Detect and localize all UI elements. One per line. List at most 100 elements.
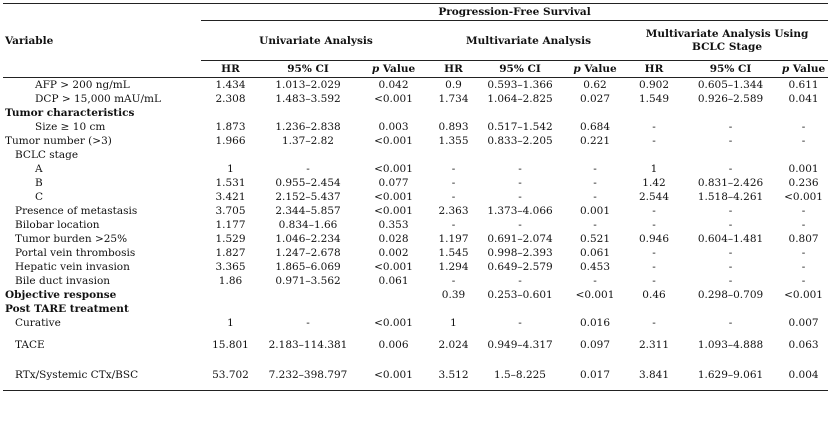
ci-cell: 1.373–4.066 bbox=[487, 204, 553, 217]
ci-cell: - bbox=[518, 176, 522, 189]
hr-cell bbox=[201, 302, 260, 316]
ci-cell: 1.236–2.838 bbox=[275, 120, 341, 133]
row-label: AFP > 200 ng/mL bbox=[35, 78, 130, 91]
ci-cell: - bbox=[728, 218, 733, 231]
p-value-cell bbox=[564, 148, 626, 162]
table-row: Curative 1 - <0.001 1 - 0.016 - - 0.007 bbox=[3, 316, 828, 330]
hr-cell: - bbox=[451, 274, 456, 287]
hr-cell: - bbox=[451, 218, 456, 231]
row-label: DCP > 15,000 mAU/mL bbox=[35, 92, 161, 105]
ci-cell: 0.605–1.344 bbox=[697, 78, 764, 91]
ci-cell: 0.691–2.074 bbox=[487, 232, 553, 245]
ci-cell bbox=[476, 106, 564, 120]
p-value-cell: <0.001 bbox=[374, 162, 413, 175]
p-value-cell: 0.521 bbox=[579, 232, 611, 245]
p-value-cell bbox=[356, 302, 431, 316]
ci-cell: - bbox=[728, 162, 733, 175]
univariate-heading: Univariate Analysis bbox=[201, 20, 431, 61]
p-value-cell: <0.001 bbox=[575, 288, 615, 301]
table-row: B 1.531 0.955–2.454 0.077 - - - 1.42 0.831–2.426… bbox=[3, 176, 828, 190]
p-value-cell: - bbox=[593, 274, 597, 287]
hr-cell: - bbox=[451, 190, 456, 203]
p-value-cell: - bbox=[593, 190, 597, 203]
hr-cell: 2.544 bbox=[638, 190, 670, 203]
p-value-cell: 0.236 bbox=[788, 176, 819, 189]
p-value-cell: 0.221 bbox=[579, 134, 611, 147]
row-label: RTx/Systemic CTx/BSC bbox=[3, 359, 201, 391]
ci-cell: - bbox=[518, 316, 522, 329]
p-value-cell: 0.353 bbox=[378, 218, 409, 231]
hr-cell: 2.024 bbox=[438, 338, 469, 351]
ci-cell: 2.344–5.857 bbox=[275, 204, 341, 217]
col-p: p Value bbox=[779, 60, 829, 78]
table-row: Bile duct invasion 1.86 0.971–3.562 0.061 - -… bbox=[3, 274, 828, 288]
hr-cell: 1.966 bbox=[215, 134, 246, 147]
hr-cell: 1.531 bbox=[215, 176, 246, 189]
ci-cell bbox=[682, 148, 779, 162]
hr-cell bbox=[431, 106, 476, 120]
p-value-cell bbox=[356, 106, 431, 120]
p-value-cell: 0.001 bbox=[788, 162, 819, 175]
p-value-cell: - bbox=[801, 120, 806, 133]
hr-cell: 3.841 bbox=[626, 359, 682, 391]
row-label: B bbox=[35, 176, 43, 189]
p-value-cell: - bbox=[801, 246, 806, 259]
p-value-cell: 0.004 bbox=[779, 359, 829, 391]
ci-cell bbox=[260, 302, 356, 316]
p-value-cell: 0.017 bbox=[564, 359, 626, 391]
p-value-cell: 0.028 bbox=[378, 232, 409, 245]
hr-cell: 0.46 bbox=[642, 288, 666, 301]
header-row-cols: HR 95% CI p Value HR 95% CI p Value HR 9… bbox=[3, 60, 829, 78]
row-label: Tumor burden >25% bbox=[15, 232, 128, 245]
header-row-groups: Variable Univariate Analysis Multivariat… bbox=[3, 20, 829, 61]
hr-cell: - bbox=[652, 260, 656, 273]
table-row: Tumor characteristics bbox=[3, 106, 828, 120]
p-value-cell: 0.007 bbox=[788, 316, 819, 329]
p-value-cell: <0.001 bbox=[356, 359, 431, 391]
ci-cell: 0.971–3.562 bbox=[275, 274, 341, 287]
hr-cell: 0.9 bbox=[445, 78, 462, 91]
col-p: p Value bbox=[356, 60, 431, 78]
ci-cell: 0.949–4.317 bbox=[487, 338, 553, 351]
ci-cell: 0.833–2.205 bbox=[487, 134, 553, 147]
ci-cell: 1.37–2.82 bbox=[281, 134, 334, 147]
p-value-cell: 0.003 bbox=[378, 120, 409, 133]
hr-cell: 3.365 bbox=[215, 260, 246, 273]
hr-cell: 1.545 bbox=[438, 246, 469, 259]
table-row: AFP > 200 ng/mL 1.434 1.013–2.029 0.042 0.9 0… bbox=[3, 77, 828, 92]
hr-cell: 2.311 bbox=[638, 338, 670, 351]
p-value-cell: 0.041 bbox=[788, 92, 819, 105]
hr-cell: 3.512 bbox=[431, 359, 476, 391]
p-value-cell: - bbox=[801, 260, 806, 273]
ci-cell: - bbox=[728, 120, 733, 133]
ci-cell: 0.955–2.454 bbox=[275, 176, 341, 189]
ci-cell bbox=[260, 148, 356, 162]
p-value-cell: <0.001 bbox=[374, 316, 413, 329]
table-row: Hepatic vein invasion 3.365 1.865–6.069 <0.… bbox=[3, 260, 828, 274]
p-value-cell: - bbox=[801, 204, 806, 217]
ci-cell: - bbox=[728, 246, 733, 259]
hr-cell: 15.801 bbox=[212, 338, 249, 351]
row-label: Bile duct invasion bbox=[15, 274, 111, 287]
ci-cell: - bbox=[728, 204, 733, 217]
table-row: Tumor number (>3) 1.966 1.37–2.82 <0.001 1.3… bbox=[3, 134, 828, 148]
ci-cell: 1.093–4.888 bbox=[697, 338, 764, 351]
hr-cell bbox=[201, 106, 260, 120]
ci-cell: 1.629–9.061 bbox=[682, 359, 779, 391]
ci-cell bbox=[476, 302, 564, 316]
col-hr: HR bbox=[201, 60, 260, 78]
p-value-cell: <0.001 bbox=[374, 260, 413, 273]
row-label: Hepatic vein invasion bbox=[15, 260, 130, 273]
p-value-cell: - bbox=[801, 134, 806, 147]
hr-cell: - bbox=[451, 162, 456, 175]
ci-cell: - bbox=[518, 190, 522, 203]
hr-cell: 1 bbox=[450, 316, 457, 329]
hr-cell: 1 bbox=[227, 162, 234, 175]
ci-cell: - bbox=[728, 134, 733, 147]
hr-cell bbox=[431, 148, 476, 162]
ci-cell: 1.247–2.678 bbox=[275, 246, 341, 259]
ci-cell: - bbox=[728, 260, 733, 273]
table-row: Size ≥ 10 cm 1.873 1.236–2.838 0.003 0.893 0.… bbox=[3, 120, 828, 134]
ci-cell: 1.013–2.029 bbox=[275, 78, 341, 91]
p-value-cell bbox=[564, 302, 626, 316]
